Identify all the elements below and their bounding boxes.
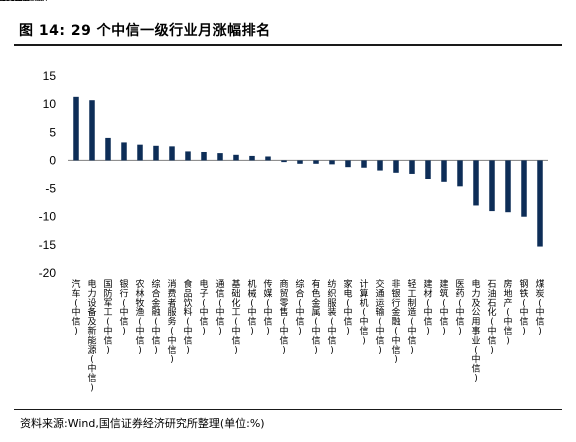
bar bbox=[233, 154, 239, 161]
x-tick-label: 轻工制造(中信)轻工制造(中信) bbox=[0, 0, 417, 356]
y-tick-label: 10 bbox=[43, 97, 57, 111]
x-tick-label: 汽车(中信)汽车(中信) bbox=[0, 0, 81, 337]
bar bbox=[377, 160, 383, 171]
y-tick-label: -10 bbox=[39, 210, 57, 224]
bar bbox=[425, 160, 431, 180]
y-tick-label: 5 bbox=[49, 125, 56, 139]
y-tick-label: -15 bbox=[39, 238, 57, 252]
bar bbox=[105, 137, 111, 161]
source-note: 资料来源:Wind,国信证券经济研究所整理(单位:%) bbox=[20, 417, 265, 430]
bar bbox=[393, 160, 399, 173]
bar bbox=[153, 145, 159, 161]
bar bbox=[537, 160, 543, 247]
bar bbox=[137, 144, 143, 161]
y-tick-label: 0 bbox=[49, 153, 56, 167]
bar bbox=[457, 160, 463, 187]
x-tick-label: 电力设备及新能源(中信)电力设备及新能源(中信) bbox=[0, 0, 97, 393]
bar bbox=[345, 160, 351, 168]
bar bbox=[121, 142, 127, 161]
bar bbox=[185, 151, 191, 161]
bar bbox=[281, 160, 287, 163]
bar bbox=[217, 153, 223, 161]
bar bbox=[297, 160, 303, 164]
bar bbox=[521, 160, 527, 217]
bar bbox=[89, 100, 95, 161]
bar bbox=[73, 96, 79, 161]
bar bbox=[489, 160, 495, 212]
bar bbox=[265, 156, 271, 161]
bar bbox=[329, 160, 335, 165]
bar bbox=[201, 151, 207, 161]
title-rule bbox=[14, 44, 562, 46]
bar bbox=[473, 160, 479, 206]
bar bbox=[361, 160, 367, 168]
footer-rule bbox=[14, 409, 562, 410]
bar bbox=[409, 160, 415, 174]
bar bbox=[505, 160, 511, 213]
y-tick-label: -20 bbox=[39, 266, 57, 280]
bar bbox=[249, 155, 255, 161]
bar bbox=[313, 160, 319, 164]
bar bbox=[441, 160, 447, 182]
y-tick-label: -5 bbox=[45, 182, 56, 196]
figure-title: 图 14: 29 个中信一级行业月涨幅排名 bbox=[19, 23, 271, 39]
bar bbox=[169, 146, 175, 161]
y-tick-label: 15 bbox=[43, 69, 57, 83]
